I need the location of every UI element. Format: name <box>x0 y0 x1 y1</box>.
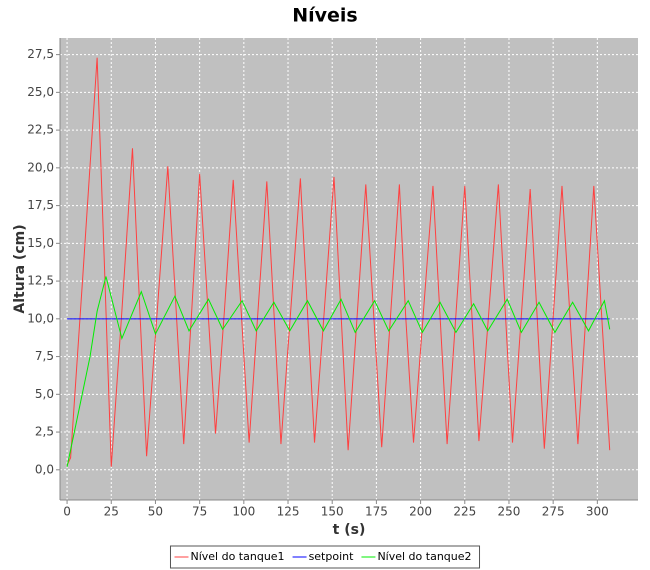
y-tick-label: 12,5 <box>27 274 54 288</box>
x-axis-label: t (s) <box>333 522 366 538</box>
legend-label: setpoint <box>309 550 355 563</box>
y-tick-label: 2,5 <box>35 425 54 439</box>
x-tick-label: 125 <box>277 505 300 519</box>
x-tick-label: 300 <box>586 505 609 519</box>
series-line <box>66 276 611 467</box>
chart-title: Níveis <box>292 5 358 27</box>
y-tick-label: 22,5 <box>27 123 54 137</box>
y-tick-label: 17,5 <box>27 198 54 212</box>
legend-label: Nível do tanque2 <box>377 550 471 563</box>
y-tick-label: 7,5 <box>35 349 54 363</box>
legend: Nível do tanque1 setpoint Nível do tanque2 <box>169 545 481 569</box>
legend-label: Nível do tanque1 <box>190 550 284 563</box>
x-tick-label: 25 <box>104 505 119 519</box>
y-tick-label: 25,0 <box>27 85 54 99</box>
plot-area <box>60 38 638 500</box>
x-tick-label: 225 <box>453 505 476 519</box>
series-line <box>66 57 611 467</box>
legend-frame <box>169 545 481 569</box>
y-tick-label: 27,5 <box>27 47 54 61</box>
y-tick-label: 10,0 <box>27 311 54 325</box>
y-tick-label: 0,0 <box>35 462 54 476</box>
x-tick-label: 200 <box>409 505 432 519</box>
x-tick-label: 150 <box>321 505 344 519</box>
x-tick-label: 275 <box>542 505 565 519</box>
y-axis-label: Altura (cm) <box>12 224 28 313</box>
x-tick-label: 50 <box>148 505 163 519</box>
y-tick-label: 5,0 <box>35 387 54 401</box>
y-tick-label: 20,0 <box>27 160 54 174</box>
x-tick-label: 175 <box>365 505 388 519</box>
x-tick-label: 0 <box>63 505 71 519</box>
x-tick-label: 100 <box>232 505 255 519</box>
y-tick-label: 15,0 <box>27 236 54 250</box>
x-tick-label: 250 <box>498 505 521 519</box>
x-tick-label: 75 <box>192 505 207 519</box>
